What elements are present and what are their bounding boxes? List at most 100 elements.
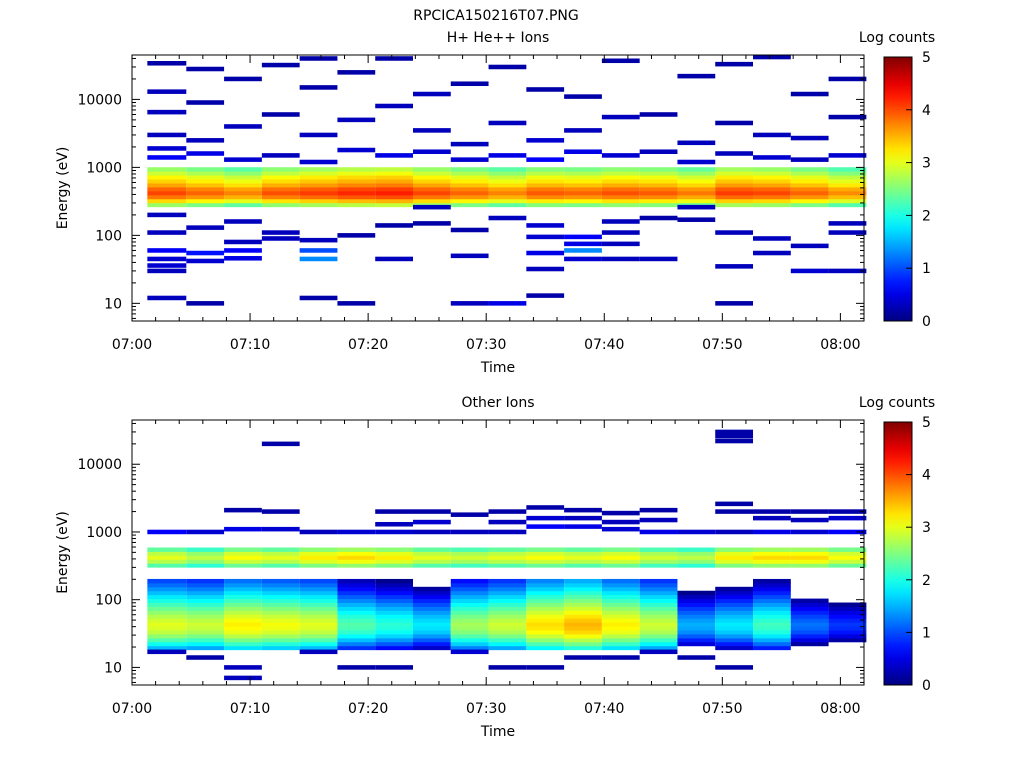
heatmap-cell xyxy=(337,637,376,643)
heatmap-cell xyxy=(753,179,791,184)
heatmap-cell xyxy=(564,248,602,253)
colorbar-tick-label: 5 xyxy=(922,415,931,431)
heatmap-cell xyxy=(601,58,640,64)
heatmap-cell xyxy=(450,602,489,607)
heatmap-cell xyxy=(299,594,338,600)
heatmap-cell xyxy=(224,645,262,651)
heatmap-cell xyxy=(753,626,791,631)
heatmap-cell xyxy=(450,622,489,627)
heatmap-cell xyxy=(375,198,413,204)
heatmap-cell xyxy=(224,598,262,604)
heatmap-cell xyxy=(601,167,640,172)
heatmap-cell xyxy=(526,563,565,568)
heatmap-cell xyxy=(828,76,867,82)
heatmap-cell xyxy=(488,175,527,180)
heatmap-cell xyxy=(488,637,527,643)
heatmap-cell xyxy=(299,547,338,552)
heatmap-cell xyxy=(790,517,829,523)
heatmap-cell xyxy=(412,128,451,133)
heatmap-cell xyxy=(677,529,716,535)
heatmap-cell xyxy=(564,614,602,619)
heatmap-cell xyxy=(261,198,300,204)
heatmap-cell xyxy=(299,555,338,560)
heatmap-cell xyxy=(564,128,602,133)
heatmap-cell xyxy=(639,598,678,604)
heatmap-cell xyxy=(677,622,716,627)
heatmap-cell xyxy=(224,526,262,532)
heatmap-cell xyxy=(261,606,300,611)
heatmap-cell xyxy=(450,198,489,204)
heatmap-cell xyxy=(375,602,413,607)
colorbar-tick-label: 0 xyxy=(922,314,931,330)
heatmap-cell xyxy=(147,610,187,615)
heatmap-cell xyxy=(564,630,602,635)
heatmap-cell xyxy=(186,175,225,180)
heatmap-cell xyxy=(450,590,489,596)
heatmap-cell xyxy=(790,198,829,204)
heatmap-cell xyxy=(450,641,489,647)
heatmap-cell xyxy=(186,594,225,600)
heatmap-cell xyxy=(526,665,565,670)
heatmap-cell xyxy=(488,198,527,204)
heatmap-cell xyxy=(450,186,489,192)
heatmap-cell xyxy=(224,578,262,584)
heatmap-cell xyxy=(224,665,262,670)
heatmap-cell xyxy=(677,198,716,204)
heatmap-cell xyxy=(412,204,451,210)
heatmap-cell xyxy=(261,153,300,158)
heatmap-cell xyxy=(753,586,791,592)
heatmap-cell xyxy=(375,637,413,643)
heatmap-cell xyxy=(564,610,602,615)
heatmap-cell xyxy=(564,622,602,627)
heatmap-cell xyxy=(526,186,565,192)
heatmap-cell xyxy=(488,598,527,604)
heatmap-cell xyxy=(224,590,262,596)
heatmap-cell xyxy=(224,175,262,180)
heatmap-cell xyxy=(677,630,716,635)
heatmap-cell xyxy=(715,633,754,639)
heatmap-cell xyxy=(299,85,338,90)
heatmap-cell xyxy=(526,590,565,596)
heatmap-cell xyxy=(677,606,716,611)
heatmap-cell xyxy=(753,630,791,635)
heatmap-cell xyxy=(337,594,376,600)
heatmap-cell xyxy=(299,179,338,184)
heatmap-cell xyxy=(677,547,716,552)
heatmap-cell xyxy=(564,626,602,631)
heatmap-cell xyxy=(261,230,300,235)
x-axis-label: Time xyxy=(480,724,515,740)
heatmap-cell xyxy=(224,194,262,200)
heatmap-cell xyxy=(261,637,300,643)
heatmap-cell xyxy=(299,586,338,592)
heatmap-cell xyxy=(526,198,565,204)
heatmap-cell xyxy=(526,190,565,196)
x-tick-label: 07:00 xyxy=(112,701,152,717)
heatmap-cell xyxy=(564,633,602,639)
heatmap-cell xyxy=(224,198,262,204)
colorbar-tick-label: 3 xyxy=(922,156,931,172)
x-tick-label: 07:00 xyxy=(112,337,152,353)
heatmap-cell xyxy=(715,602,754,607)
heatmap-cell xyxy=(715,637,754,643)
heatmap-cell xyxy=(639,586,678,592)
heatmap-cell xyxy=(412,633,451,639)
heatmap-cell xyxy=(601,594,640,600)
heatmap-cell xyxy=(601,179,640,184)
heatmap-cell xyxy=(601,182,640,188)
heatmap-cell xyxy=(299,198,338,204)
heatmap-cell xyxy=(828,186,867,192)
heatmap-cell xyxy=(224,157,262,162)
heatmap-cell xyxy=(224,594,262,600)
heatmap-cell xyxy=(526,179,565,184)
heatmap-cell xyxy=(412,91,451,97)
heatmap-cell xyxy=(677,614,716,619)
heatmap-cell xyxy=(639,626,678,631)
heatmap-cell xyxy=(186,250,225,256)
heatmap-cell xyxy=(450,606,489,611)
heatmap-cell xyxy=(147,622,187,627)
heatmap-cell xyxy=(715,151,754,156)
heatmap-cell xyxy=(828,153,867,158)
heatmap-cell xyxy=(337,633,376,639)
heatmap-cell xyxy=(564,555,602,560)
